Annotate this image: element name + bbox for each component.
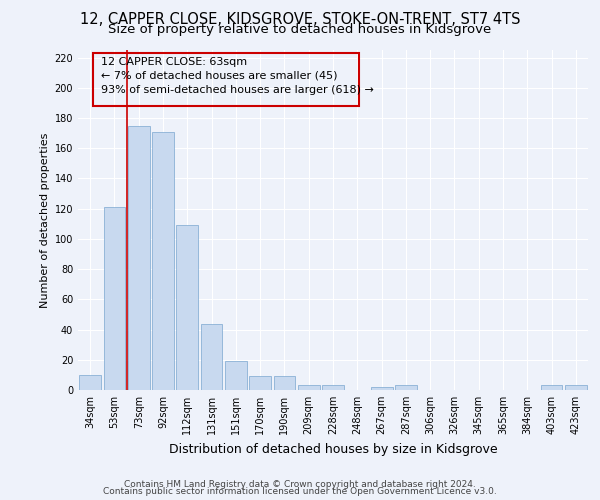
Bar [200,324,223,390]
X-axis label: Distribution of detached houses by size in Kidsgrove: Distribution of detached houses by size … [169,442,497,456]
Bar [249,376,271,390]
Bar [225,362,247,390]
Text: Size of property relative to detached houses in Kidsgrove: Size of property relative to detached ho… [109,22,491,36]
Text: 12 CAPPER CLOSE: 63sqm
← 7% of detached houses are smaller (45)
93% of semi-deta: 12 CAPPER CLOSE: 63sqm ← 7% of detached … [101,57,374,95]
Bar [79,375,101,390]
Bar [128,126,149,390]
Bar [298,386,320,390]
Bar [541,386,562,390]
Text: 12, CAPPER CLOSE, KIDSGROVE, STOKE-ON-TRENT, ST7 4TS: 12, CAPPER CLOSE, KIDSGROVE, STOKE-ON-TR… [80,12,520,28]
Bar [371,387,392,390]
Bar [176,226,198,390]
Text: Contains HM Land Registry data © Crown copyright and database right 2024.: Contains HM Land Registry data © Crown c… [124,480,476,489]
Bar [565,386,587,390]
Bar [152,132,174,390]
Bar [104,207,125,390]
Text: Contains public sector information licensed under the Open Government Licence v3: Contains public sector information licen… [103,487,497,496]
Bar [274,376,295,390]
Bar [395,386,417,390]
Y-axis label: Number of detached properties: Number of detached properties [40,132,50,308]
Bar [322,386,344,390]
